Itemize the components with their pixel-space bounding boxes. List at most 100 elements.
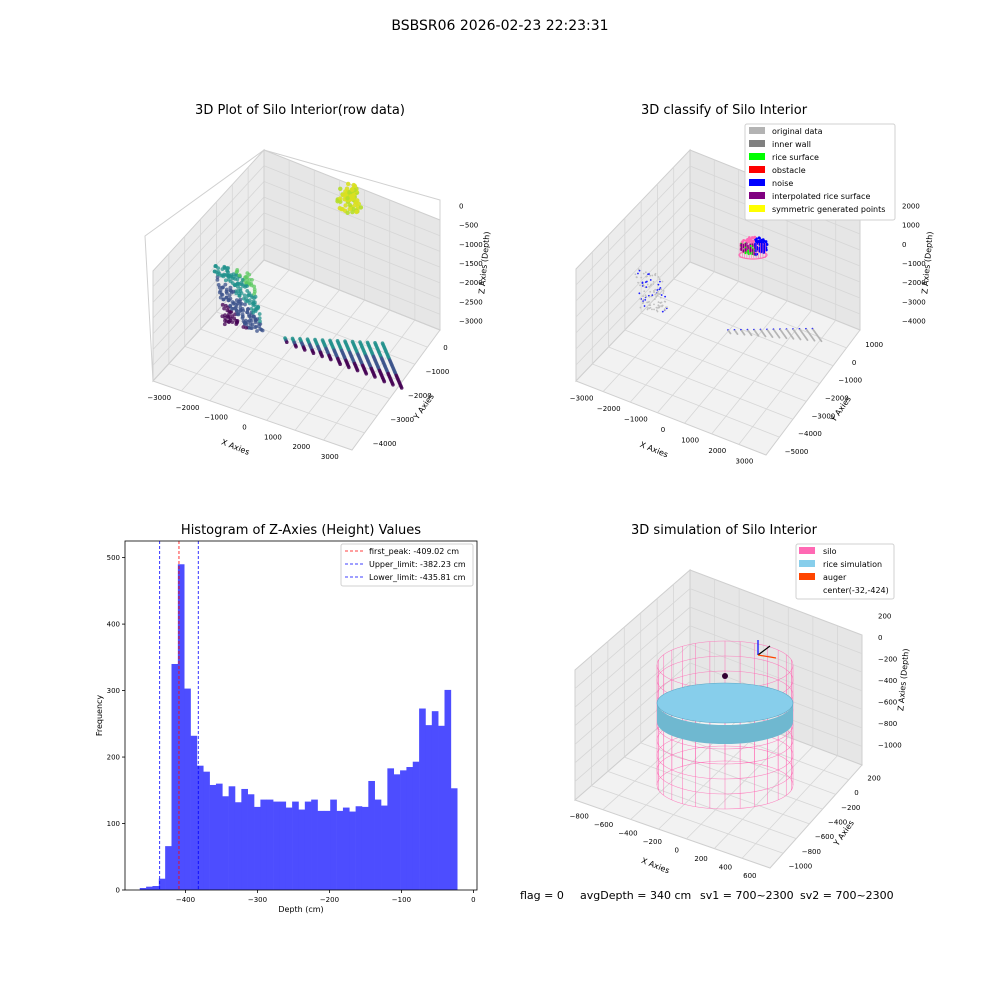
x-tick-label: 0: [674, 846, 678, 854]
scatter-point: [763, 248, 766, 251]
histogram-bar: [451, 788, 458, 890]
scatter-point: [234, 305, 238, 309]
y-tick-label: −4000: [373, 440, 397, 448]
histogram-bar: [191, 736, 198, 890]
legend-label: noise: [772, 179, 793, 188]
z-tick-label: −500: [459, 222, 478, 230]
scatter-point: [651, 308, 653, 310]
histogram-bar: [222, 796, 229, 890]
scatter-point: [754, 244, 757, 247]
y-tick-label: −4000: [798, 430, 822, 438]
scatter-point: [744, 251, 747, 254]
histogram-bar: [349, 812, 356, 890]
x-axis-label: X Axies: [220, 437, 251, 456]
histogram-bar: [330, 800, 337, 890]
scatter-point: [225, 288, 229, 292]
z-tick-label: 0: [459, 203, 463, 211]
scatter-point: [653, 290, 655, 292]
scatter-point: [250, 278, 254, 282]
x-axis-label: Depth (cm): [278, 905, 323, 914]
histogram-bar: [305, 802, 312, 890]
histogram-bar: [279, 802, 286, 890]
scatter-point: [793, 338, 795, 340]
histogram-bar: [394, 774, 401, 890]
scatter-point: [638, 292, 640, 294]
scatter-point: [365, 372, 369, 376]
scatter-point: [219, 289, 223, 293]
histogram-bar: [203, 772, 210, 890]
z-tick-label: −400: [878, 677, 897, 685]
scatter-point: [373, 375, 377, 379]
status-sv2: sv2 = 700~2300: [800, 889, 894, 902]
x-tick-label: −3000: [570, 394, 594, 402]
panel-3-histogram: −400 −300 −200 −100 0 0 100 200 300 400 500 Depth (…: [0, 500, 500, 930]
legend-swatch: [749, 179, 765, 186]
legend-swatch: [749, 205, 765, 212]
scatter-point: [329, 358, 333, 362]
x-tick-label: −100: [392, 896, 411, 904]
scatter-point: [737, 333, 739, 335]
rice-simulation-top: [657, 683, 793, 723]
status-sv1: sv1 = 700~2300: [700, 889, 794, 902]
histogram-bar: [165, 846, 172, 890]
histogram-bar: [425, 725, 432, 890]
x-tick-label: −1000: [624, 415, 648, 423]
scatter-point: [225, 295, 229, 299]
scatter-point: [657, 304, 659, 306]
histogram-bar: [273, 802, 280, 890]
scatter-point: [661, 305, 663, 307]
scatter-point: [227, 273, 231, 277]
histogram-bar: [381, 806, 388, 890]
scatter-point: [255, 329, 259, 333]
scatter-point: [303, 348, 307, 352]
histogram-bar: [368, 781, 375, 890]
scatter-point: [663, 290, 665, 292]
y-tick-label: −5000: [785, 448, 809, 456]
scatter-point: [779, 337, 781, 339]
scatter-point: [252, 308, 256, 312]
x-tick-label: 1000: [264, 433, 282, 441]
scatter-point: [343, 189, 347, 193]
y-tick-label: −600: [815, 833, 834, 841]
scatter-point: [645, 276, 647, 278]
scatter-point: [231, 277, 235, 281]
scatter-point: [248, 298, 252, 302]
scatter-point: [345, 211, 349, 215]
z-tick-label: 0: [902, 241, 906, 249]
histogram-bar: [172, 664, 179, 890]
scatter-point: [662, 281, 664, 283]
histogram-bar: [343, 808, 350, 890]
scatter-point: [637, 273, 639, 275]
scatter-point: [653, 303, 655, 305]
legend-label: Upper_limit: -382.23 cm: [369, 560, 466, 569]
legend-swatch: [749, 140, 765, 147]
x-tick-label: −400: [176, 896, 195, 904]
scatter-point: [653, 281, 655, 283]
z-axis-label: Z Axies (Depth): [896, 648, 910, 711]
scatter-point: [635, 273, 637, 275]
scatter-point: [241, 316, 245, 320]
scatter-point: [217, 270, 221, 274]
scatter-point: [646, 281, 648, 283]
scatter-point: [245, 322, 249, 326]
scatter-point: [241, 325, 245, 329]
y-tick-label: 400: [107, 621, 120, 629]
scatter-point: [741, 240, 744, 243]
y-tick-label: 200: [107, 754, 120, 762]
scatter-point: [654, 294, 656, 296]
scatter-point: [256, 307, 260, 311]
x-tick-label: 0: [661, 426, 665, 434]
z-tick-label: −3000: [902, 298, 926, 306]
scatter-point: [656, 289, 658, 291]
scatter-point: [647, 273, 649, 275]
legend-swatch: [799, 573, 815, 580]
scatter-point: [241, 307, 245, 311]
scatter-point: [636, 276, 638, 278]
legend-swatch: [799, 560, 815, 567]
scatter-point: [649, 291, 651, 293]
scatter-point: [347, 366, 351, 370]
legend-label: original data: [772, 127, 823, 136]
scatter-point: [251, 299, 255, 303]
scatter-point: [645, 286, 647, 288]
scatter-point: [639, 284, 641, 286]
